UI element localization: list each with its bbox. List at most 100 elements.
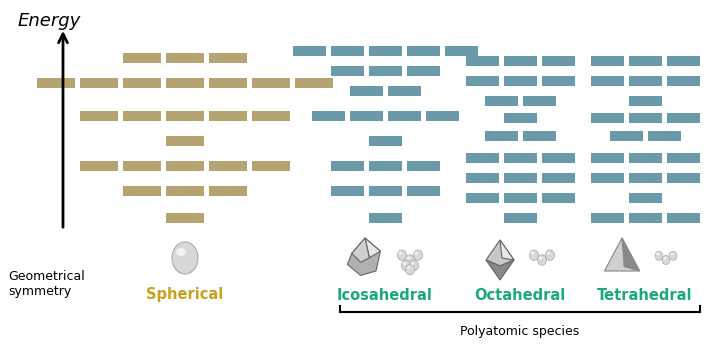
Bar [503,213,537,223]
Bar [667,56,699,66]
Ellipse shape [407,257,410,259]
Bar [484,96,518,106]
Bar [123,53,161,63]
Bar [591,76,623,86]
Bar [628,213,662,223]
Bar [466,173,498,183]
Bar [330,161,364,171]
Bar [407,161,439,171]
Bar [330,186,364,196]
Ellipse shape [663,257,666,260]
Bar [330,46,364,56]
Polygon shape [622,238,640,271]
Bar [503,113,537,123]
Bar [628,193,662,203]
Bar [349,86,383,96]
Bar [252,161,290,171]
Bar [80,161,118,171]
Bar [295,78,333,88]
Ellipse shape [547,252,550,254]
Bar [80,78,118,88]
Bar [542,173,574,183]
Bar [503,153,537,163]
Bar [209,186,247,196]
Bar [123,186,161,196]
Ellipse shape [411,262,415,265]
Bar [591,213,623,223]
Bar [466,56,498,66]
Polygon shape [347,238,381,275]
Bar [444,46,478,56]
Ellipse shape [399,252,403,254]
Polygon shape [486,260,514,280]
Bar [388,86,420,96]
Ellipse shape [655,251,663,260]
Bar [368,66,401,76]
Bar [466,76,498,86]
Bar [503,173,537,183]
Ellipse shape [172,242,198,274]
Bar [667,76,699,86]
Bar [425,111,459,121]
Bar [523,131,555,141]
Polygon shape [486,240,514,266]
Ellipse shape [413,250,422,260]
Ellipse shape [537,255,547,265]
Bar [166,213,204,223]
Polygon shape [500,240,514,260]
Bar [591,56,623,66]
Text: Icosahedral: Icosahedral [337,287,433,303]
Bar [466,153,498,163]
Bar [628,173,662,183]
Bar [591,153,623,163]
Ellipse shape [405,264,415,275]
Bar [123,111,161,121]
Bar [368,161,401,171]
Ellipse shape [407,266,410,269]
Bar [166,53,204,63]
Ellipse shape [403,262,406,265]
Bar [667,113,699,123]
Bar [667,213,699,223]
Bar [503,76,537,86]
Bar [349,111,383,121]
Bar [166,186,204,196]
Bar [628,56,662,66]
Bar [542,76,574,86]
Ellipse shape [415,252,418,254]
Text: Energy: Energy [18,12,81,30]
Bar [312,111,344,121]
Bar [542,193,574,203]
Ellipse shape [176,248,186,256]
Text: Octahedral: Octahedral [474,287,566,303]
Bar [484,131,518,141]
Bar [407,186,439,196]
Bar [628,153,662,163]
Ellipse shape [410,260,419,271]
Bar [591,113,623,123]
Bar [166,111,204,121]
Bar [648,131,680,141]
Bar [209,53,247,63]
Bar [166,136,204,146]
Bar [330,66,364,76]
Bar [667,153,699,163]
Ellipse shape [530,250,539,260]
Text: Geometrical
symmetry: Geometrical symmetry [8,270,84,298]
Ellipse shape [401,260,410,271]
Bar [542,56,574,66]
Ellipse shape [398,250,407,260]
Polygon shape [604,238,640,271]
Bar [80,111,118,121]
Bar [209,111,247,121]
Bar [123,161,161,171]
Bar [523,96,555,106]
Bar [591,173,623,183]
Text: Tetrahedral: Tetrahedral [597,287,693,303]
Bar [166,78,204,88]
Bar [628,113,662,123]
Bar [628,96,662,106]
Bar [388,111,420,121]
Ellipse shape [545,250,555,260]
Ellipse shape [662,256,670,265]
